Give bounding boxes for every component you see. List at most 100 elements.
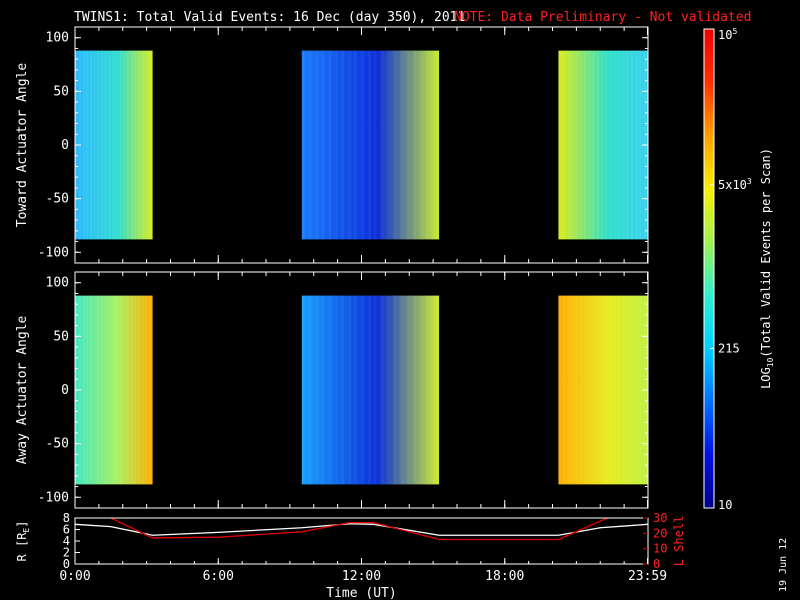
data-streak: [576, 295, 578, 485]
data-streak: [630, 295, 632, 485]
data-streak: [335, 50, 337, 240]
data-streak: [580, 50, 582, 240]
data-streak: [575, 50, 577, 240]
data-streak: [145, 50, 147, 240]
data-streak: [413, 295, 415, 485]
data-streak: [308, 295, 310, 485]
data-streak: [369, 295, 371, 485]
y-axis-label: R [RE]: [15, 521, 31, 562]
data-streak: [126, 50, 128, 240]
data-streak: [427, 295, 429, 485]
data-streak: [116, 295, 118, 485]
data-streak: [559, 50, 561, 240]
data-streak: [82, 50, 84, 240]
data-streak: [605, 50, 607, 240]
data-streak: [572, 50, 574, 240]
data-streak: [83, 295, 85, 485]
data-streak: [134, 295, 136, 485]
data-streak: [368, 295, 370, 485]
data-block: [75, 50, 153, 240]
x-tick-label: 6:00: [203, 569, 234, 584]
data-streak: [395, 295, 397, 485]
data-streak: [130, 50, 132, 240]
preliminary-note: NOTE: Data Preliminary - Not validated: [454, 10, 751, 25]
data-streak: [142, 50, 144, 240]
data-streak: [323, 295, 325, 485]
data-streak: [138, 50, 140, 240]
data-streak: [142, 295, 144, 485]
x-tick-label: 23:59: [628, 569, 667, 584]
data-streak: [113, 50, 115, 240]
data-streak: [349, 295, 351, 485]
data-streak: [301, 50, 303, 240]
y-tick-label: -100: [38, 245, 69, 260]
data-streak: [597, 295, 599, 485]
data-streak: [601, 50, 603, 240]
data-streak: [601, 295, 603, 485]
data-streak: [123, 50, 125, 240]
y-tick-label: 0: [61, 138, 69, 153]
data-streak: [149, 295, 151, 485]
lshell-line: [110, 518, 608, 541]
data-streak: [86, 295, 88, 485]
data-streak: [622, 295, 624, 485]
data-streak: [109, 295, 111, 485]
data-streak: [86, 295, 88, 485]
data-block: [301, 50, 440, 240]
data-streak: [433, 295, 435, 485]
data-streak: [146, 295, 148, 485]
data-streak: [406, 295, 408, 485]
data-streak: [134, 50, 136, 240]
data-streak: [362, 50, 364, 240]
data-block: [558, 50, 648, 240]
data-streak: [368, 50, 370, 240]
data-streak: [593, 295, 595, 485]
data-streak: [112, 50, 114, 240]
colorbar-tick-label: 215: [718, 341, 740, 355]
data-streak: [101, 295, 103, 485]
data-streak: [388, 50, 390, 240]
colorbar: 105 5x103 215 10 LOG10(Total Valid Events pe…: [703, 27, 775, 512]
data-streak: [150, 295, 152, 485]
y2-tick-label: 10: [653, 542, 667, 556]
y-tick-label: -100: [38, 490, 69, 505]
data-streak: [406, 50, 408, 240]
data-streak: [138, 50, 140, 240]
data-streak: [109, 50, 111, 240]
data-streak: [619, 295, 621, 485]
data-streak: [142, 295, 144, 485]
data-streak: [585, 50, 587, 240]
data-streak: [373, 50, 375, 240]
data-streak: [433, 50, 435, 240]
data-streak: [400, 295, 402, 485]
data-streak: [610, 50, 612, 240]
data-streak: [619, 50, 621, 240]
y-axis-label: Toward Actuator Angle: [15, 63, 30, 228]
data-streak: [134, 50, 136, 240]
data-streak: [86, 50, 88, 240]
data-streak: [584, 50, 586, 240]
data-streak: [623, 295, 625, 485]
data-streak: [373, 295, 375, 485]
data-streak: [580, 295, 582, 485]
y-tick-label: 50: [53, 329, 69, 344]
data-streak: [593, 50, 595, 240]
colorbar-tick-label: 5x103: [718, 177, 752, 192]
data-streak: [609, 50, 611, 240]
panel-frame: [74, 517, 649, 565]
data-block: [75, 295, 153, 485]
y-tick-label: 0: [61, 383, 69, 398]
data-streak: [393, 295, 395, 485]
radius-line: [75, 523, 648, 536]
data-streak: [303, 50, 305, 240]
data-streak: [640, 50, 642, 240]
data-streak: [572, 295, 574, 485]
away-angle-panel: 100 50 0 -50 -100 Away Actuator Angle: [15, 271, 649, 509]
data-streak: [102, 295, 104, 485]
data-streak: [434, 295, 436, 485]
data-streak: [588, 295, 590, 485]
data-streak: [420, 295, 422, 485]
data-streak: [349, 50, 351, 240]
data-streak: [597, 295, 599, 485]
